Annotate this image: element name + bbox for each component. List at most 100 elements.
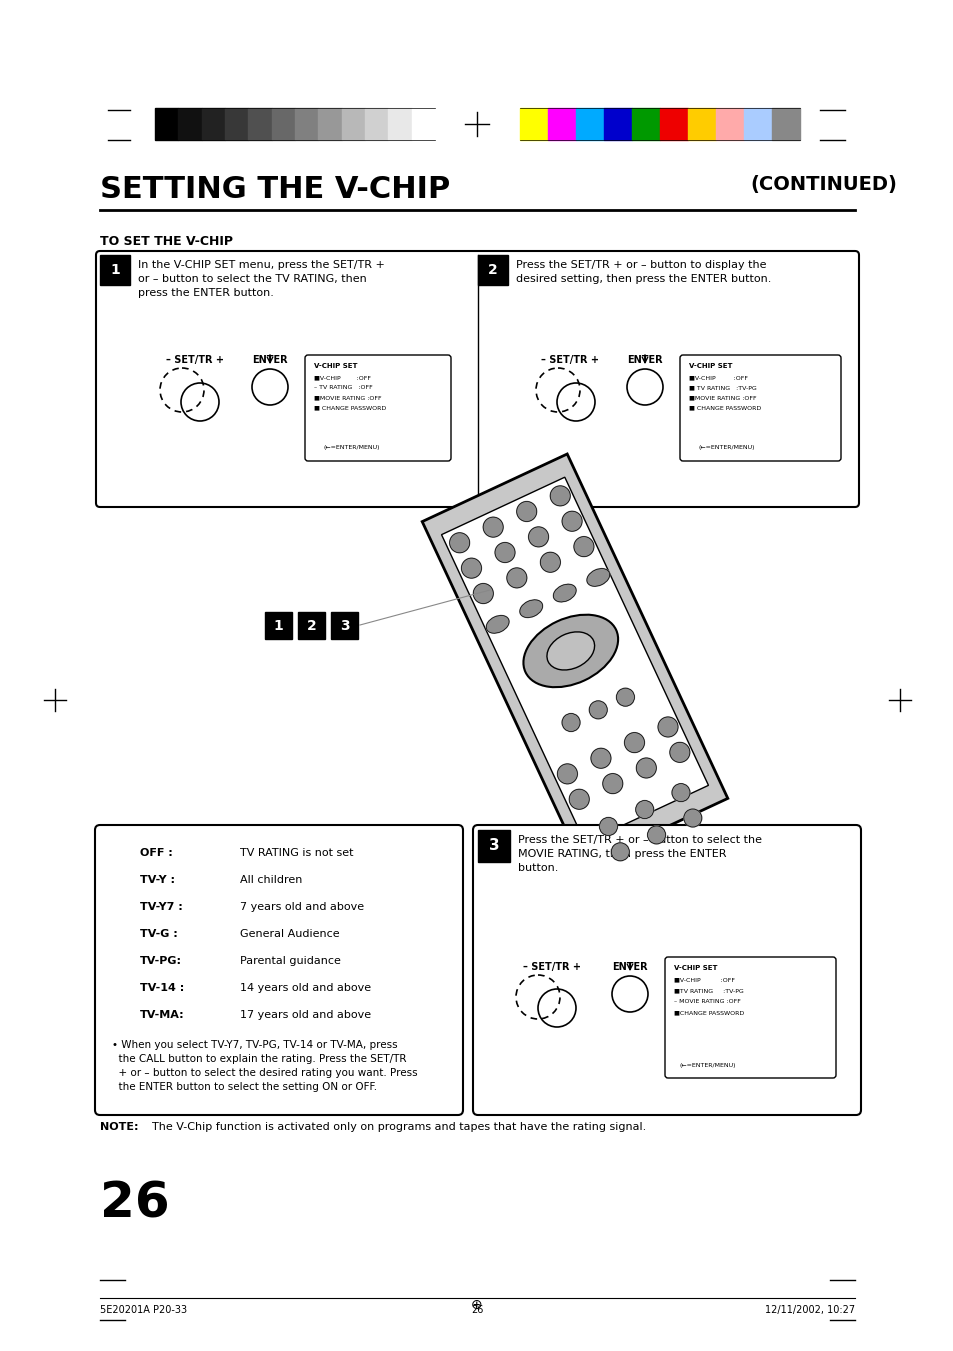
Circle shape <box>528 527 548 547</box>
Text: ■ CHANGE PASSWORD: ■ CHANGE PASSWORD <box>314 405 386 409</box>
Text: TV-Y7 :: TV-Y7 : <box>140 902 183 912</box>
Text: TV-G :: TV-G : <box>140 929 177 939</box>
Circle shape <box>506 567 526 588</box>
Text: Press the SET/TR + or – button to select the
MOVIE RATING, then press the ENTER
: Press the SET/TR + or – button to select… <box>517 835 761 873</box>
Text: 5E20201A P20-33: 5E20201A P20-33 <box>100 1305 187 1315</box>
Circle shape <box>574 536 594 557</box>
Circle shape <box>683 809 701 827</box>
Bar <box>631 108 659 141</box>
Text: – SET/TR +: – SET/TR + <box>540 355 598 365</box>
Text: TV-Y :: TV-Y : <box>140 875 174 885</box>
Circle shape <box>635 801 653 819</box>
Text: ⊕: ⊕ <box>471 1298 482 1312</box>
Bar <box>477 255 507 285</box>
Text: TV RATING is not set: TV RATING is not set <box>240 848 354 858</box>
Text: 3: 3 <box>339 619 349 632</box>
Circle shape <box>557 763 577 784</box>
Text: 1: 1 <box>110 263 120 277</box>
Text: – SET/TR +: – SET/TR + <box>522 962 580 971</box>
Bar <box>201 108 225 141</box>
Circle shape <box>590 748 610 769</box>
Bar <box>318 108 341 141</box>
Text: ■ CHANGE PASSWORD: ■ CHANGE PASSWORD <box>688 405 760 409</box>
Text: 26: 26 <box>471 1305 482 1315</box>
Bar <box>771 108 800 141</box>
Text: 2: 2 <box>488 263 497 277</box>
Text: – SET/TR +: – SET/TR + <box>166 355 224 365</box>
Text: The V-Chip function is activated only on programs and tapes that have the rating: The V-Chip function is activated only on… <box>152 1121 645 1132</box>
Text: ■CHANGE PASSWORD: ■CHANGE PASSWORD <box>673 1011 743 1015</box>
Circle shape <box>550 486 570 505</box>
Text: (←=ENTER/MENU): (←=ENTER/MENU) <box>679 1063 736 1069</box>
Bar <box>743 108 771 141</box>
Text: V-CHIP SET: V-CHIP SET <box>314 363 357 369</box>
Ellipse shape <box>586 569 609 586</box>
Text: SETTING THE V-CHIP: SETTING THE V-CHIP <box>100 176 450 204</box>
Text: TV-14 :: TV-14 : <box>140 984 184 993</box>
Circle shape <box>598 817 617 835</box>
Text: Parental guidance: Parental guidance <box>240 957 340 966</box>
Circle shape <box>517 501 537 521</box>
Bar <box>272 108 294 141</box>
Text: (←=ENTER/MENU): (←=ENTER/MENU) <box>324 444 380 450</box>
Bar <box>659 108 687 141</box>
Bar <box>178 108 201 141</box>
Text: 1: 1 <box>274 619 283 632</box>
Text: TV-MA:: TV-MA: <box>140 1011 185 1020</box>
Circle shape <box>461 558 481 578</box>
FancyBboxPatch shape <box>305 355 451 461</box>
Text: 12/11/2002, 10:27: 12/11/2002, 10:27 <box>764 1305 854 1315</box>
Polygon shape <box>422 454 727 866</box>
Circle shape <box>561 713 579 731</box>
Ellipse shape <box>523 615 618 688</box>
FancyBboxPatch shape <box>95 825 462 1115</box>
Text: All children: All children <box>240 875 302 885</box>
FancyBboxPatch shape <box>96 251 858 507</box>
Bar <box>341 108 365 141</box>
Circle shape <box>658 717 678 736</box>
Circle shape <box>473 584 493 604</box>
Circle shape <box>636 758 656 778</box>
Bar <box>716 108 743 141</box>
Circle shape <box>611 843 629 861</box>
Text: ■V-CHIP          :OFF: ■V-CHIP :OFF <box>673 977 734 982</box>
FancyBboxPatch shape <box>664 957 835 1078</box>
Text: V-CHIP SET: V-CHIP SET <box>688 363 732 369</box>
Text: TO SET THE V-CHIP: TO SET THE V-CHIP <box>100 235 233 249</box>
Text: • When you select TV-Y7, TV-PG, TV-14 or TV-MA, press
  the CALL button to expla: • When you select TV-Y7, TV-PG, TV-14 or… <box>112 1040 417 1092</box>
Text: ■MOVIE RATING :OFF: ■MOVIE RATING :OFF <box>688 394 756 400</box>
Circle shape <box>569 789 589 809</box>
Text: ENTER: ENTER <box>252 355 288 365</box>
Circle shape <box>647 825 665 844</box>
Text: In the V-CHIP SET menu, press the SET/TR +
or – button to select the TV RATING, : In the V-CHIP SET menu, press the SET/TR… <box>138 259 384 299</box>
Bar <box>576 108 603 141</box>
Circle shape <box>539 553 559 573</box>
Text: ■V-CHIP         :OFF: ■V-CHIP :OFF <box>688 376 747 380</box>
Text: OFF :: OFF : <box>140 848 172 858</box>
FancyBboxPatch shape <box>679 355 841 461</box>
Text: ■V-CHIP        :OFF: ■V-CHIP :OFF <box>314 376 371 380</box>
Text: 2: 2 <box>306 619 316 632</box>
Bar <box>154 108 178 141</box>
Ellipse shape <box>486 616 509 634</box>
Bar <box>687 108 716 141</box>
Circle shape <box>561 511 581 531</box>
Text: – MOVIE RATING :OFF: – MOVIE RATING :OFF <box>673 998 740 1004</box>
Text: V-CHIP SET: V-CHIP SET <box>673 965 717 971</box>
Text: Press the SET/TR + or – button to display the
desired setting, then press the EN: Press the SET/TR + or – button to displa… <box>516 259 771 284</box>
Text: General Audience: General Audience <box>240 929 339 939</box>
Text: ENTER: ENTER <box>612 962 647 971</box>
Text: 17 years old and above: 17 years old and above <box>240 1011 371 1020</box>
FancyBboxPatch shape <box>473 825 861 1115</box>
Bar <box>248 108 272 141</box>
Circle shape <box>449 532 469 553</box>
Text: 7 years old and above: 7 years old and above <box>240 902 364 912</box>
Text: 3: 3 <box>488 839 498 854</box>
Circle shape <box>495 543 515 562</box>
Circle shape <box>616 688 634 707</box>
Bar <box>297 612 325 639</box>
Text: ■MOVIE RATING :OFF: ■MOVIE RATING :OFF <box>314 394 381 400</box>
Text: ■TV RATING     :TV-PG: ■TV RATING :TV-PG <box>673 988 743 993</box>
Bar <box>477 830 510 862</box>
Text: TV-PG:: TV-PG: <box>140 957 182 966</box>
